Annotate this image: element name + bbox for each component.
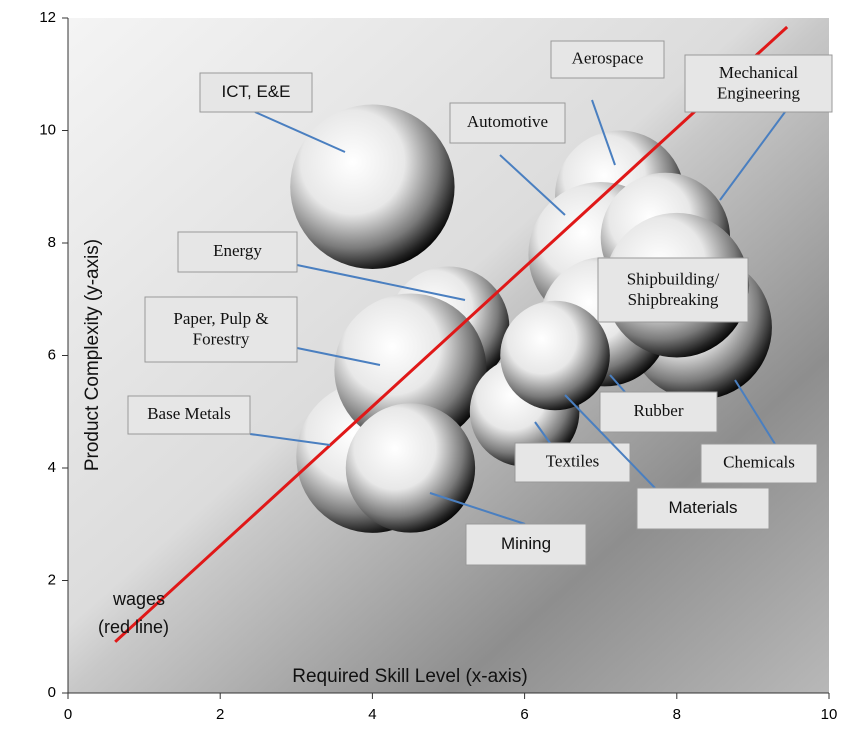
x-tick-label: 6 xyxy=(520,706,528,723)
bubble-label: Rubber xyxy=(633,401,683,420)
y-tick-label: 2 xyxy=(48,571,56,588)
bubble-label: Textiles xyxy=(546,451,600,470)
bubble-label: Materials xyxy=(669,498,738,517)
leader-line xyxy=(591,99,616,166)
trend-line xyxy=(114,25,789,643)
x-tick-label: 4 xyxy=(368,706,376,723)
label-box xyxy=(599,391,718,433)
label-box xyxy=(177,231,298,273)
bubble-label: Mechanical Engineering xyxy=(717,63,801,102)
y-tick-label: 0 xyxy=(48,684,56,701)
label-box xyxy=(597,257,749,323)
leader-line xyxy=(499,154,566,216)
bubble-label: Shipbuilding/Shipbreaking xyxy=(627,270,720,309)
bubble-label: Mining xyxy=(501,534,551,553)
leader-line xyxy=(564,394,656,489)
y-tick-label: 10 xyxy=(39,121,56,138)
x-axis-title: Required Skill Level (x-axis) xyxy=(292,666,527,687)
label-box xyxy=(127,395,251,435)
leader-line xyxy=(429,492,526,525)
leader-line xyxy=(249,433,331,446)
leader-line xyxy=(254,111,346,153)
label-box xyxy=(514,442,631,483)
label-box xyxy=(700,443,818,484)
label-box xyxy=(144,296,298,363)
y-tick-label: 6 xyxy=(48,346,56,363)
bubble-label: Aerospace xyxy=(572,48,644,67)
leader-line xyxy=(734,379,776,445)
label-box xyxy=(684,54,833,113)
y-tick-label: 12 xyxy=(39,9,56,26)
x-tick-label: 0 xyxy=(64,706,72,723)
bubble xyxy=(500,300,610,411)
x-tick-label: 10 xyxy=(821,706,838,723)
trend-label: (red line) xyxy=(98,617,169,637)
leader-line xyxy=(609,374,626,393)
bubble xyxy=(345,403,476,533)
x-tick-label: 2 xyxy=(216,706,224,723)
label-box xyxy=(199,72,313,113)
label-box xyxy=(449,102,566,144)
y-tick-label: 4 xyxy=(48,459,56,476)
bubble xyxy=(290,104,455,269)
bubble-label: Automotive xyxy=(467,112,548,131)
leader-line xyxy=(534,421,551,444)
label-box xyxy=(550,40,665,79)
y-tick-label: 8 xyxy=(48,234,56,251)
leader-line xyxy=(719,111,786,201)
leader-line xyxy=(296,347,381,366)
bubble-label: Chemicals xyxy=(723,452,795,471)
bubble-label: Base Metals xyxy=(147,404,231,423)
bubble-label: Energy xyxy=(213,241,262,260)
y-axis-title: Product Complexity (y-axis) xyxy=(82,239,103,471)
label-box xyxy=(636,487,770,530)
bubble-label: Paper, Pulp & Forestry xyxy=(173,309,268,348)
bubble-label: ICT, E&E xyxy=(222,82,291,101)
trend-label: wages xyxy=(112,589,165,609)
label-box xyxy=(465,523,587,566)
x-tick-label: 8 xyxy=(673,706,681,723)
leader-line xyxy=(296,264,466,301)
